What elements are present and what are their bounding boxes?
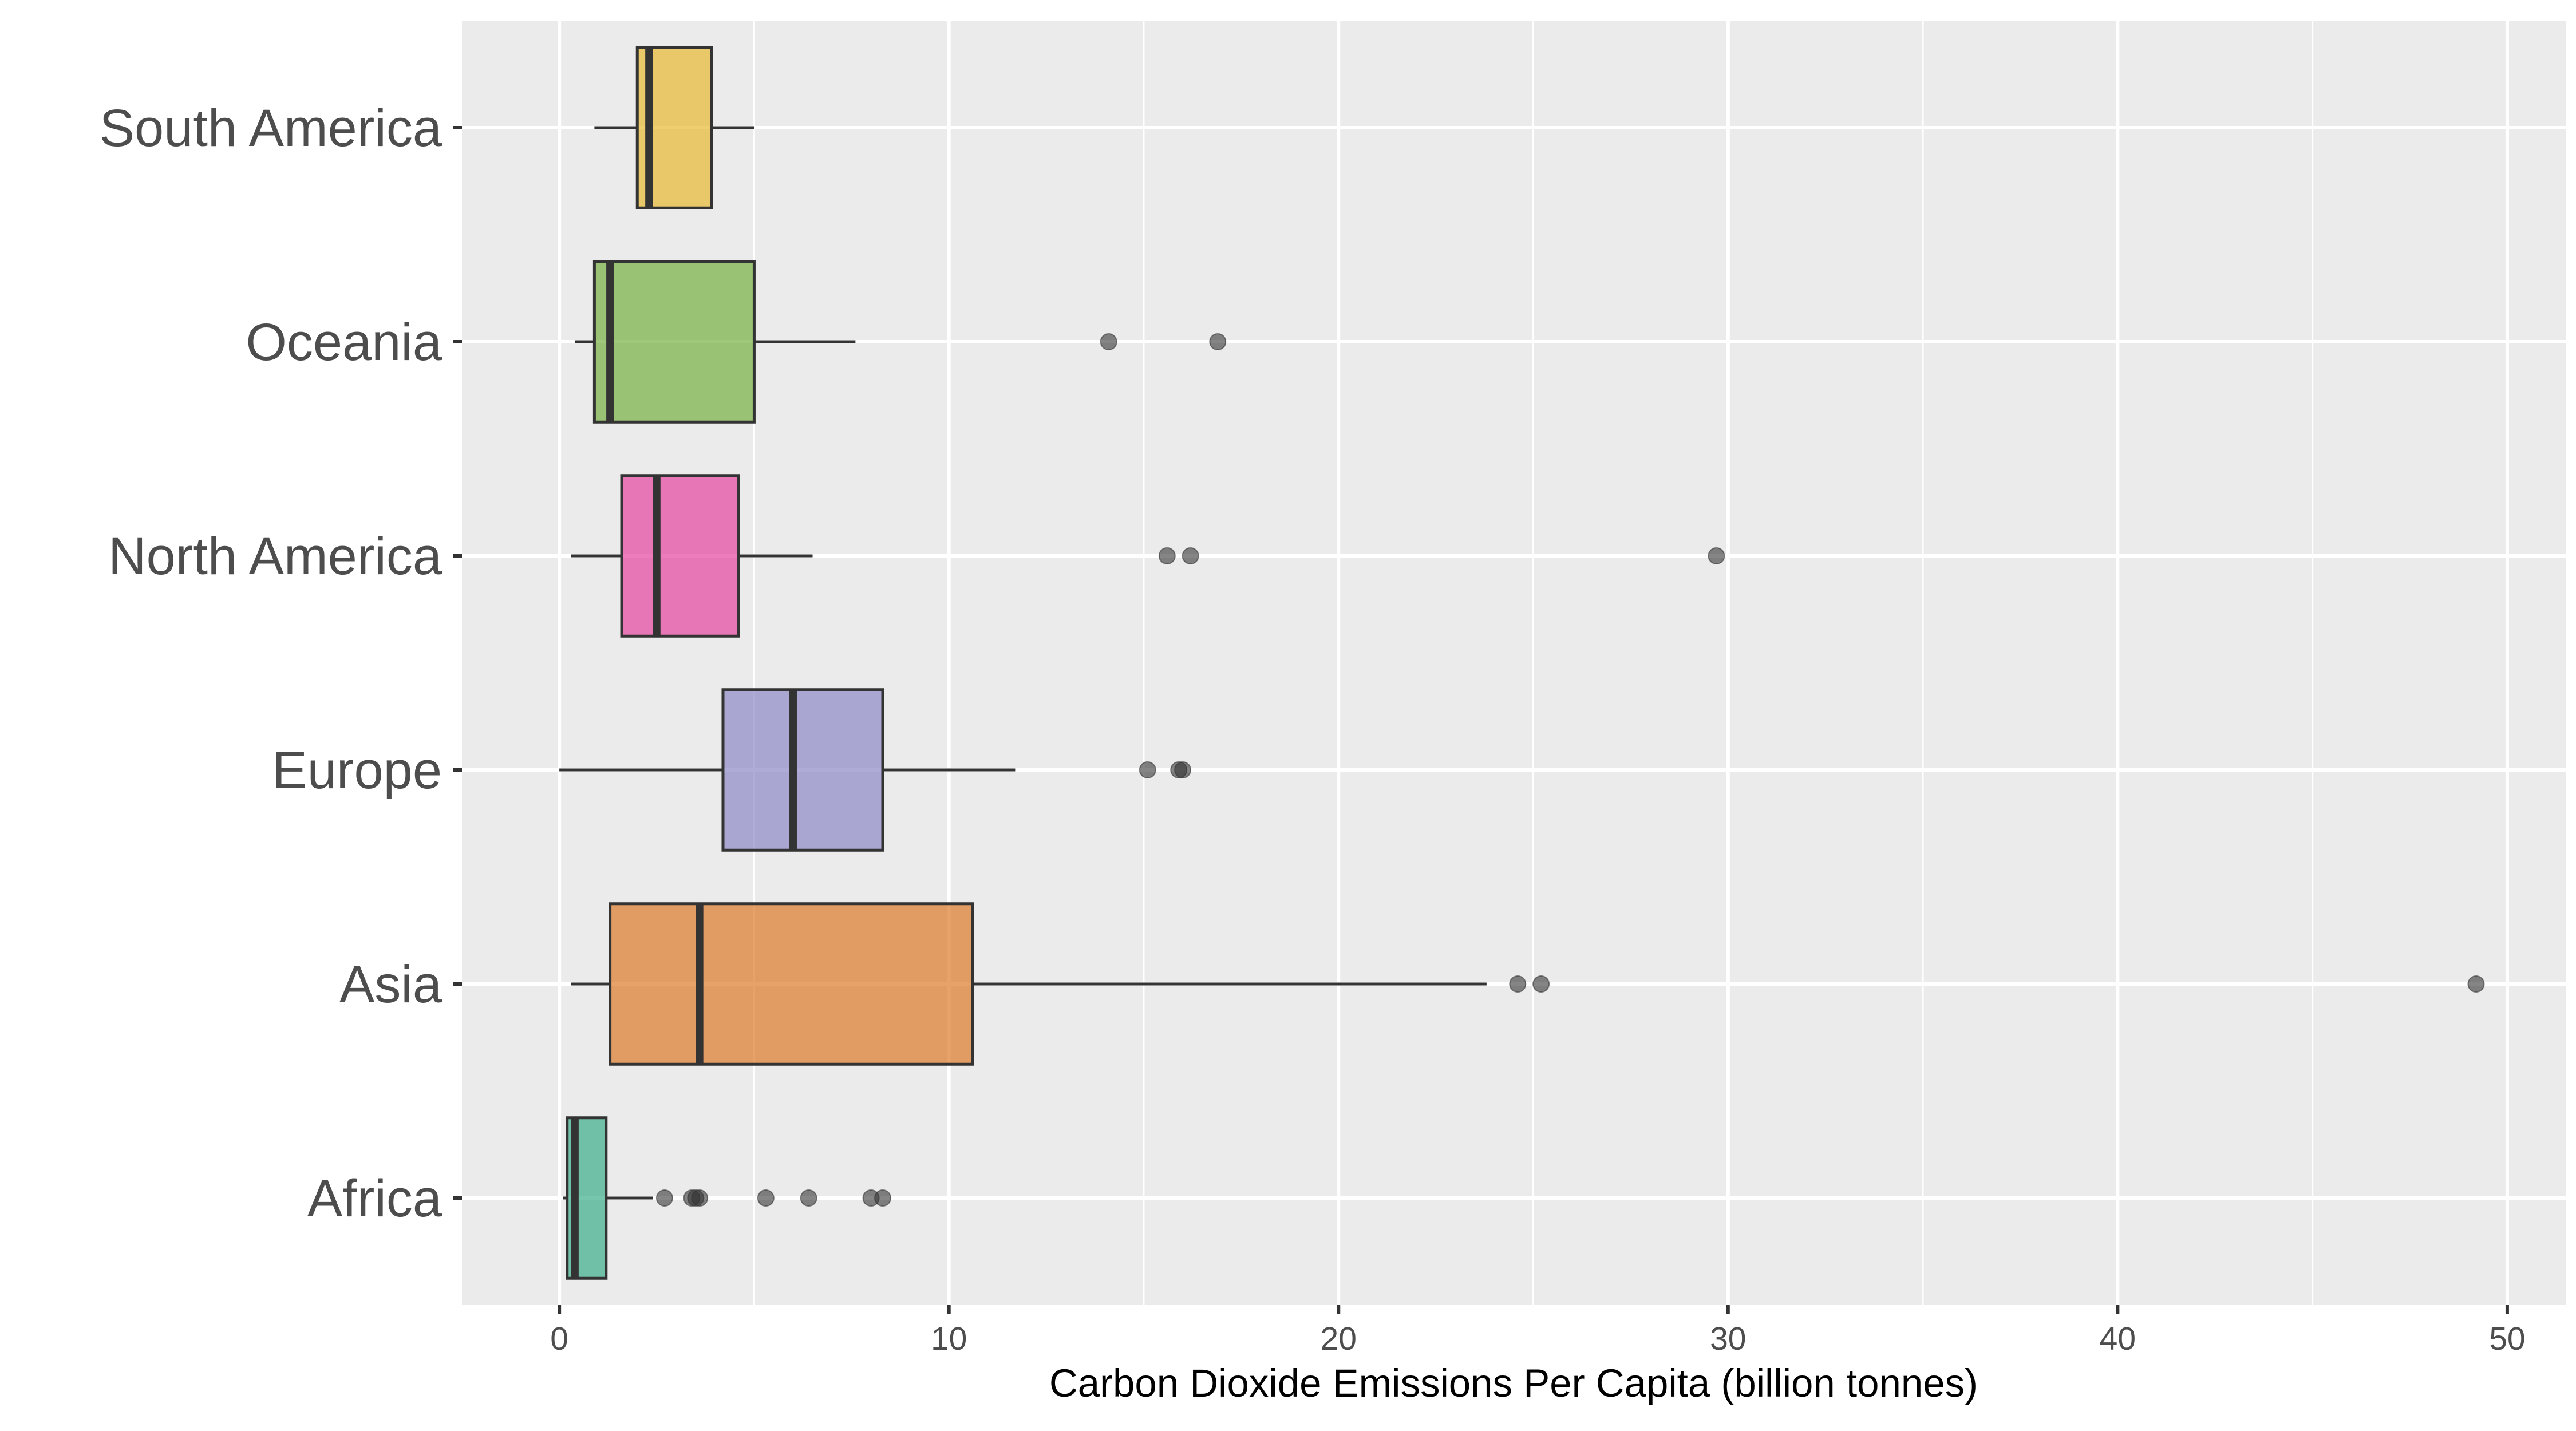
box-group xyxy=(571,902,2485,1066)
outlier-point xyxy=(1174,761,1192,778)
outlier-point xyxy=(757,1189,775,1207)
box-group xyxy=(559,688,1192,852)
outlier-point xyxy=(1100,333,1117,350)
x-tick-label: 40 xyxy=(2100,1321,2136,1357)
outlier-point xyxy=(1139,761,1156,778)
x-axis-title: Carbon Dioxide Emissions Per Capita (bil… xyxy=(1049,1361,1978,1405)
plot-panel xyxy=(462,21,2566,1305)
outlier-point xyxy=(655,1189,673,1207)
box-group xyxy=(575,260,1227,424)
box-group xyxy=(571,474,1725,638)
grid-lines xyxy=(462,21,2566,1305)
x-tick-label: 30 xyxy=(1710,1321,1746,1357)
y-tick-label: South America xyxy=(100,99,442,157)
y-tick-label: Europe xyxy=(272,741,442,800)
x-tick-label: 0 xyxy=(550,1321,568,1357)
outlier-point xyxy=(1708,547,1725,564)
box-group xyxy=(563,1116,891,1280)
box-series xyxy=(559,46,2485,1280)
y-tick-label: Asia xyxy=(339,955,442,1014)
outlier-point xyxy=(1532,975,1550,993)
box-rect xyxy=(721,688,884,852)
outlier-point xyxy=(1158,547,1176,564)
y-tick-label: Africa xyxy=(307,1169,442,1228)
outlier-point xyxy=(800,1189,817,1207)
x-axis: 0 10 20 30 40 50 xyxy=(550,1305,2526,1357)
x-tick-label: 50 xyxy=(2489,1321,2525,1357)
x-tick-label: 10 xyxy=(931,1321,967,1357)
outlier-point xyxy=(1509,975,1527,993)
box-rect xyxy=(592,260,756,424)
y-tick-label: North America xyxy=(108,527,442,586)
outlier-point xyxy=(1209,333,1227,350)
box-rect xyxy=(609,902,974,1066)
x-tick-label: 20 xyxy=(1321,1321,1357,1357)
box-rect xyxy=(620,474,740,638)
y-axis: South America Oceania North America Europe A… xyxy=(100,99,462,1228)
outlier-point xyxy=(1182,547,1199,564)
y-tick-label: Oceania xyxy=(246,313,442,371)
outlier-point xyxy=(874,1189,891,1207)
box-group xyxy=(594,46,754,209)
outlier-point xyxy=(2467,975,2485,993)
outlier-point xyxy=(691,1189,709,1207)
